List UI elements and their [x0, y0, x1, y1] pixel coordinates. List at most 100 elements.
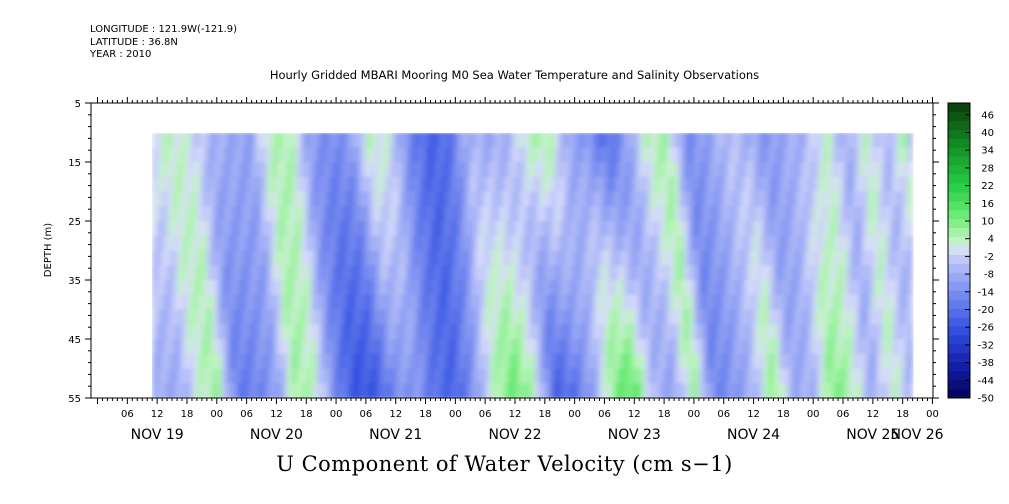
heatmap-cell	[674, 176, 680, 193]
heatmap-cell	[435, 353, 442, 370]
heatmap-cell	[520, 294, 526, 311]
heatmap-cell	[693, 339, 700, 355]
heatmap-cell	[157, 133, 163, 148]
heatmap-cell	[753, 133, 760, 148]
heatmap-cell	[713, 309, 720, 325]
heatmap-cell	[505, 191, 511, 207]
heatmap-cell	[510, 309, 516, 325]
heatmap-cell	[430, 353, 437, 370]
heatmap-cell	[271, 265, 278, 281]
heatmap-cell	[693, 324, 700, 340]
heatmap-cell	[500, 280, 506, 296]
heatmap-cell	[500, 383, 506, 398]
heatmap-cell	[728, 176, 735, 193]
heatmap-cell	[579, 294, 586, 311]
heatmap-cell	[564, 235, 571, 252]
heatmap-cell	[857, 324, 864, 340]
heatmap-cell	[857, 206, 864, 222]
heatmap-cell	[470, 206, 476, 222]
heatmap-cell	[167, 235, 173, 252]
heatmap-cell	[321, 353, 327, 370]
heatmap-cell	[201, 353, 208, 370]
heatmap-cell	[793, 294, 799, 311]
heatmap-cell	[688, 383, 695, 398]
heatmap-cell	[221, 147, 228, 163]
heatmap-cell	[708, 162, 715, 178]
heatmap-cell	[470, 162, 476, 178]
heatmap-cell	[624, 309, 630, 325]
heatmap-cell	[395, 147, 402, 163]
heatmap-cell	[231, 265, 238, 281]
heatmap-cell	[664, 368, 670, 384]
heatmap-cell	[788, 191, 794, 207]
y-axis-label: DEPTH (m)	[43, 223, 54, 277]
heatmap-cell	[554, 206, 561, 222]
heatmap-cell	[172, 383, 178, 398]
heatmap-cell	[291, 235, 297, 252]
heatmap-cell	[594, 147, 601, 163]
heatmap-cell	[544, 221, 551, 237]
heatmap-cell	[395, 368, 402, 384]
heatmap-cell	[465, 324, 471, 340]
heatmap-cell	[728, 324, 735, 340]
heatmap-cell	[872, 235, 879, 252]
heatmap-cell	[336, 191, 342, 207]
heatmap-cell	[872, 353, 879, 370]
heatmap-cell	[649, 176, 655, 193]
heatmap-cell	[887, 368, 894, 384]
heatmap-cell	[395, 221, 402, 237]
heatmap-cell	[380, 309, 387, 325]
heatmap-cell	[579, 339, 586, 355]
heatmap-cell	[862, 383, 869, 398]
heatmap-cell	[763, 294, 770, 311]
heatmap-cell	[624, 176, 630, 193]
heatmap-cell	[316, 353, 322, 370]
heatmap-cell	[390, 280, 397, 296]
heatmap-cell	[738, 324, 745, 340]
heatmap-cell	[674, 221, 680, 237]
heatmap-cell	[172, 221, 178, 237]
heatmap-cell	[306, 206, 312, 222]
heatmap-cell	[415, 280, 422, 296]
heatmap-cell	[684, 191, 690, 207]
heatmap-cell	[589, 368, 596, 384]
heatmap-cell	[261, 383, 268, 398]
heatmap-cell	[331, 280, 337, 296]
heatmap-cell	[261, 339, 268, 355]
heatmap-cell	[569, 339, 576, 355]
heatmap-cell	[818, 176, 824, 193]
heatmap-cell	[177, 368, 183, 384]
heatmap-cell	[589, 176, 596, 193]
heatmap-cell	[763, 162, 770, 178]
heatmap-cell	[872, 309, 879, 325]
heatmap-cell	[167, 368, 173, 384]
heatmap-cell	[152, 339, 158, 355]
heatmap-cell	[256, 250, 263, 266]
heatmap-cell	[539, 133, 546, 148]
heatmap-cell	[385, 162, 392, 178]
heatmap-cell	[172, 324, 178, 340]
heatmap-cell	[803, 206, 809, 222]
heatmap-cell	[738, 339, 745, 355]
heatmap-cell	[291, 133, 297, 148]
heatmap-cell	[574, 235, 581, 252]
heatmap-cell	[664, 133, 670, 148]
heatmap-cell	[723, 250, 730, 266]
heatmap-cell	[246, 383, 253, 398]
heatmap-cell	[828, 133, 834, 148]
heatmap-cell	[172, 339, 178, 355]
heatmap-cell	[684, 353, 690, 370]
colorbar-segment	[948, 326, 970, 336]
heatmap-cell	[803, 383, 809, 398]
heatmap-cell	[579, 324, 586, 340]
heatmap-cell	[206, 383, 213, 398]
heatmap-cell	[549, 206, 556, 222]
heatmap-cell	[907, 324, 914, 340]
heatmap-cell	[549, 339, 556, 355]
heatmap-cell	[201, 339, 208, 355]
heatmap-cell	[549, 176, 556, 193]
heatmap-cell	[510, 368, 516, 384]
heatmap-cell	[679, 147, 685, 163]
heatmap-cell	[723, 235, 730, 252]
heatmap-cell	[549, 133, 556, 148]
